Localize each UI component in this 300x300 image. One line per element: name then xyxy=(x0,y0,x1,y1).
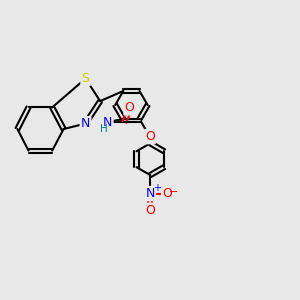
Text: N: N xyxy=(81,117,90,130)
Text: S: S xyxy=(82,72,89,85)
Text: +: + xyxy=(153,183,161,193)
Text: O: O xyxy=(145,130,154,143)
Text: O: O xyxy=(124,101,134,114)
Text: O: O xyxy=(146,204,155,217)
Text: O: O xyxy=(162,187,172,200)
Text: H: H xyxy=(100,124,108,134)
Text: N: N xyxy=(103,116,112,128)
Text: N: N xyxy=(146,187,155,200)
Text: −: − xyxy=(168,187,178,197)
